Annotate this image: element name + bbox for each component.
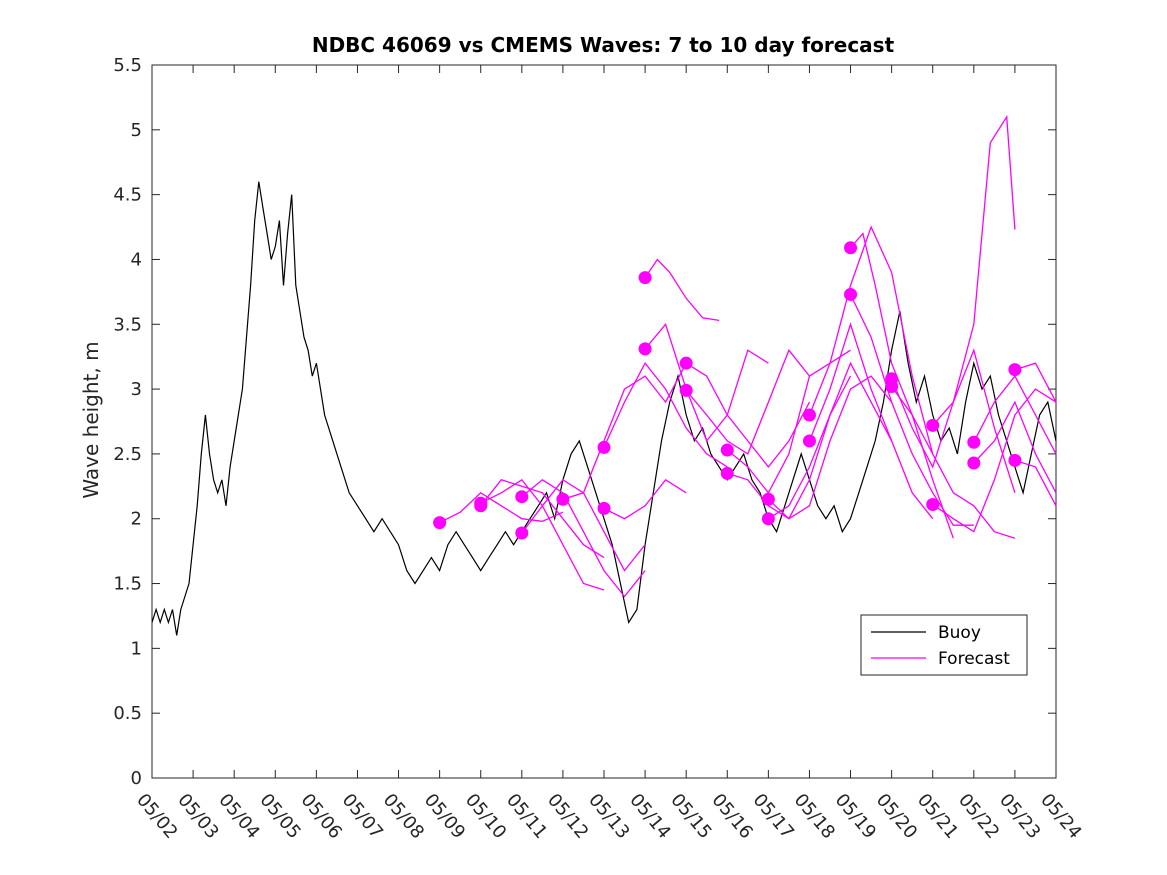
forecast-run-line	[808, 322, 934, 520]
y-tick-label: 0.5	[113, 703, 142, 724]
forecast-run-line	[603, 478, 687, 520]
forecast-start-point	[926, 497, 940, 511]
forecast-run-line	[1014, 362, 1057, 403]
forecast-run-line	[685, 348, 811, 455]
x-tick-label: 05/19	[831, 790, 880, 843]
y-tick-label: 5	[131, 120, 142, 141]
forecast-start-point	[638, 271, 652, 285]
chart-title: NDBC 46069 vs CMEMS Waves: 7 to 10 day f…	[312, 33, 895, 57]
forecast-start-point	[1008, 453, 1022, 467]
forecast-run-line	[439, 491, 564, 524]
forecast-start-point	[720, 443, 734, 457]
forecast-start-point	[638, 342, 652, 356]
forecast-start-point	[597, 440, 611, 454]
forecast-start-point	[515, 526, 529, 540]
forecast-run-line	[808, 225, 934, 455]
forecast-run-line	[1014, 459, 1057, 507]
y-tick-label: 2	[131, 509, 142, 530]
plot-area: 00.511.522.533.544.555.505/0205/0305/040…	[113, 55, 1085, 843]
forecast-run-line	[891, 386, 1016, 539]
x-tick-label: 05/16	[707, 790, 756, 843]
forecast-run-line	[932, 114, 1016, 426]
x-tick-label: 05/15	[666, 790, 715, 843]
x-tick-label: 05/13	[584, 790, 633, 843]
legend-entry-label: Buoy	[938, 623, 981, 643]
x-tick-label: 05/20	[872, 790, 921, 843]
forecast-start-point	[802, 434, 816, 448]
forecast-start-point	[597, 501, 611, 515]
x-tick-label: 05/09	[420, 790, 469, 843]
y-tick-label: 3.5	[113, 314, 142, 335]
x-tick-label: 05/02	[132, 790, 181, 843]
forecast-run-line	[603, 362, 728, 468]
x-tick-label: 05/03	[173, 790, 222, 843]
legend-entry-label: Forecast	[938, 649, 1010, 669]
legend-box	[860, 614, 1028, 676]
forecast-run-line	[521, 478, 646, 598]
x-tick-label: 05/05	[255, 790, 304, 843]
forecast-start-point	[720, 466, 734, 480]
y-tick-label: 3	[131, 379, 142, 400]
y-axis-label: Wave height, m	[79, 341, 103, 498]
forecast-start-point	[802, 408, 816, 422]
forecast-run-line	[685, 362, 811, 468]
forecast-run-line	[644, 322, 769, 443]
y-tick-label: 1.5	[113, 574, 142, 595]
x-tick-label: 05/06	[297, 790, 346, 843]
forecast-run-line	[726, 349, 851, 494]
y-tick-label: 2.5	[113, 444, 142, 465]
forecast-start-point	[679, 356, 693, 370]
forecast-start-point	[885, 379, 899, 393]
x-tick-label: 05/08	[379, 790, 428, 843]
x-tick-label: 05/04	[214, 790, 263, 843]
x-tick-label: 05/18	[790, 790, 839, 843]
forecast-start-point	[1008, 363, 1022, 377]
forecast-run-line	[973, 400, 1057, 494]
forecast-run-line	[932, 388, 1057, 533]
forecast-start-point	[761, 492, 775, 506]
y-tick-label: 5.5	[113, 55, 142, 76]
forecast-run-line	[850, 232, 954, 539]
x-tick-label: 05/10	[461, 790, 510, 843]
x-tick-label: 05/14	[625, 790, 674, 843]
y-tick-label: 4	[131, 249, 142, 270]
forecast-start-point	[474, 496, 488, 510]
x-tick-label: 05/12	[543, 790, 592, 843]
forecast-start-point	[761, 512, 775, 526]
forecast-start-point	[679, 383, 693, 397]
x-tick-label: 05/11	[502, 790, 551, 843]
forecast-start-point	[515, 490, 529, 504]
forecast-start-point	[967, 435, 981, 449]
forecast-start-point	[556, 492, 570, 506]
legend: Buoy Forecast	[860, 614, 1028, 676]
y-tick-label: 1	[131, 638, 142, 659]
forecast-run-line	[727, 375, 852, 520]
forecast-run-line	[767, 375, 893, 520]
forecast-start-point	[433, 516, 447, 530]
x-tick-label: 05/23	[995, 790, 1044, 843]
forecast-run-line	[562, 362, 687, 500]
forecast-run-line	[768, 361, 893, 520]
forecast-start-point	[967, 456, 981, 470]
forecast-run-line	[480, 479, 605, 559]
x-tick-label: 05/21	[913, 790, 962, 843]
y-tick-label: 4.5	[113, 185, 142, 206]
forecast-start-point	[844, 287, 858, 301]
forecast-start-point	[844, 241, 858, 255]
x-tick-label: 05/07	[338, 790, 387, 843]
forecast-start-point	[926, 418, 940, 432]
x-tick-label: 05/17	[749, 790, 798, 843]
y-tick-label: 0	[131, 768, 142, 789]
forecast-run-line	[644, 258, 720, 322]
x-tick-label: 05/24	[1036, 790, 1085, 843]
x-tick-label: 05/22	[954, 790, 1003, 843]
forecast-run-line	[849, 294, 974, 526]
